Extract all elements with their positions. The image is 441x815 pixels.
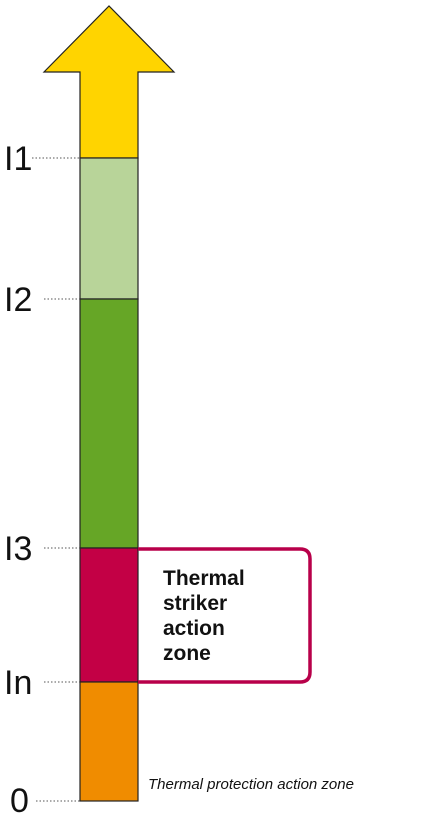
level-label-i3: I3 bbox=[4, 530, 32, 568]
level-label-zero: 0 bbox=[10, 782, 29, 815]
callout-text-line-2: striker bbox=[163, 592, 227, 615]
zone-i2-to-i1 bbox=[79, 157, 139, 300]
callout-text-line-1: Thermal bbox=[163, 567, 245, 590]
level-label-i1: I1 bbox=[4, 140, 32, 178]
thermal-striker-callout-box bbox=[138, 547, 312, 684]
callout-text-line-3: action bbox=[163, 617, 225, 640]
level-label-in: In bbox=[4, 664, 32, 702]
zone-0-to-in bbox=[79, 681, 139, 802]
level-label-i2: I2 bbox=[4, 281, 32, 319]
zone-in-to-i3 bbox=[79, 547, 139, 683]
callout-text-line-4: zone bbox=[163, 642, 211, 665]
zone-i3-to-i2 bbox=[79, 298, 139, 549]
leader-lines bbox=[32, 157, 80, 802]
up-arrow-icon bbox=[42, 5, 176, 159]
thermal-protection-caption: Thermal protection action zone bbox=[148, 776, 354, 793]
